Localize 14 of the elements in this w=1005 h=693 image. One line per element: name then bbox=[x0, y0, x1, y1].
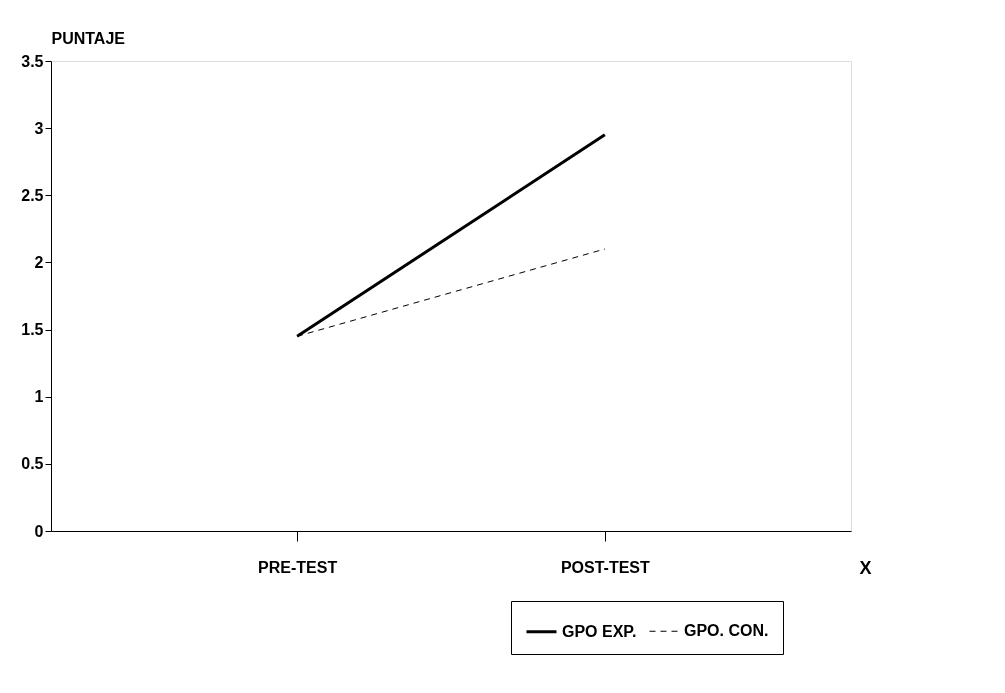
y-tick-label: 3.5 bbox=[21, 52, 44, 70]
y-tick-label: 2.5 bbox=[21, 186, 44, 204]
y-tick-label: 0 bbox=[34, 522, 44, 540]
legend-label: GPO. CON. bbox=[684, 622, 769, 640]
y-tick-label: 1.5 bbox=[21, 321, 44, 339]
x-tick-label: POST-TEST bbox=[560, 558, 651, 576]
y-axis-title: PUNTAJE bbox=[51, 29, 126, 47]
y-tick-label: 0.5 bbox=[21, 455, 44, 473]
x-tick-label: PRE-TEST bbox=[258, 558, 338, 576]
y-tick-label: 2 bbox=[34, 253, 44, 271]
legend-label: GPO EXP. bbox=[562, 622, 637, 640]
y-tick-label: 3 bbox=[34, 119, 44, 137]
y-tick-label: 1 bbox=[34, 388, 44, 406]
x-axis-title: X bbox=[859, 557, 872, 578]
